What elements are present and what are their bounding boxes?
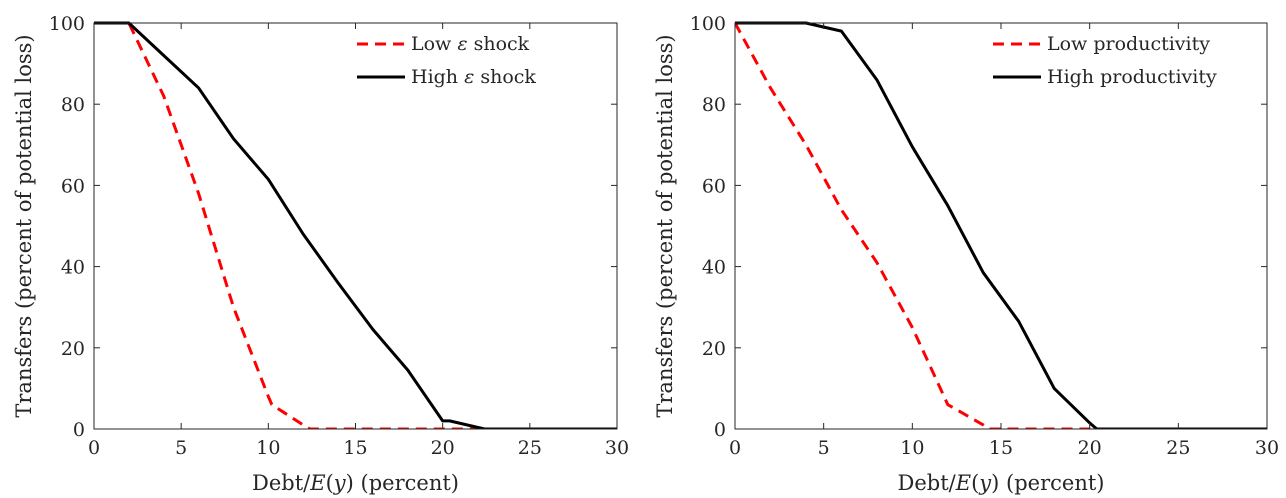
x-tick-label: 0 (729, 437, 741, 459)
chart-panel-1: 0 5 10 15 20 25 30 0 20 40 60 80 100 Debt/E(y) (perce… (12, 13, 629, 495)
series-line-2 (94, 21, 617, 429)
x-axis-label: Debt/E(y) (percent) (898, 471, 1105, 495)
x-tick-label: 15 (989, 437, 1013, 459)
plot-area (735, 23, 1267, 429)
y-tick-label: 20 (702, 338, 726, 360)
legend-label-1: Low productivity (1047, 33, 1210, 55)
x-tick-label: 15 (343, 437, 367, 459)
y-tick-label: 60 (61, 175, 85, 197)
y-axis-label: Transfers (percent of potential loss) (12, 34, 36, 417)
chart-panel-2: 0 5 10 15 20 25 30 0 20 40 60 80 100 Debt/E(y) (perce… (653, 13, 1279, 495)
series-line-1 (94, 21, 617, 429)
y-tick-label: 80 (702, 94, 726, 116)
series-line-1 (735, 22, 1267, 429)
x-tick-label: 0 (88, 437, 100, 459)
y-tick-label: 100 (690, 13, 726, 35)
legend: Low productivity High productivity (993, 33, 1217, 88)
series-line-2 (735, 21, 1267, 429)
legend-label-2: High productivity (1047, 66, 1217, 88)
x-tick-label: 20 (1078, 437, 1102, 459)
legend-label-2: High ε shock (411, 66, 536, 88)
x-tick-label: 25 (518, 437, 542, 459)
x-tick-label: 5 (175, 437, 187, 459)
y-tick-label: 40 (61, 257, 85, 279)
legend-label-1: Low ε shock (411, 33, 530, 55)
y-tick-label: 0 (73, 419, 85, 441)
x-tick-label: 10 (256, 437, 280, 459)
x-tick-label: 10 (900, 437, 924, 459)
y-tick-label: 20 (61, 338, 85, 360)
legend: Low ε shock High ε shock (357, 33, 536, 88)
x-axis-label: Debt/E(y) (percent) (252, 471, 459, 495)
y-tick-label: 60 (702, 175, 726, 197)
y-axis-label: Transfers (percent of potential loss) (653, 34, 677, 417)
x-tick-label: 30 (1255, 437, 1279, 459)
plot-area (94, 23, 617, 429)
x-tick-label: 25 (1166, 437, 1190, 459)
y-tick-label: 0 (714, 419, 726, 441)
y-tick-label: 100 (49, 13, 85, 35)
x-tick-label: 20 (431, 437, 455, 459)
x-tick-label: 5 (818, 437, 830, 459)
x-tick-label: 30 (605, 437, 629, 459)
y-tick-label: 40 (702, 257, 726, 279)
y-tick-label: 80 (61, 94, 85, 116)
